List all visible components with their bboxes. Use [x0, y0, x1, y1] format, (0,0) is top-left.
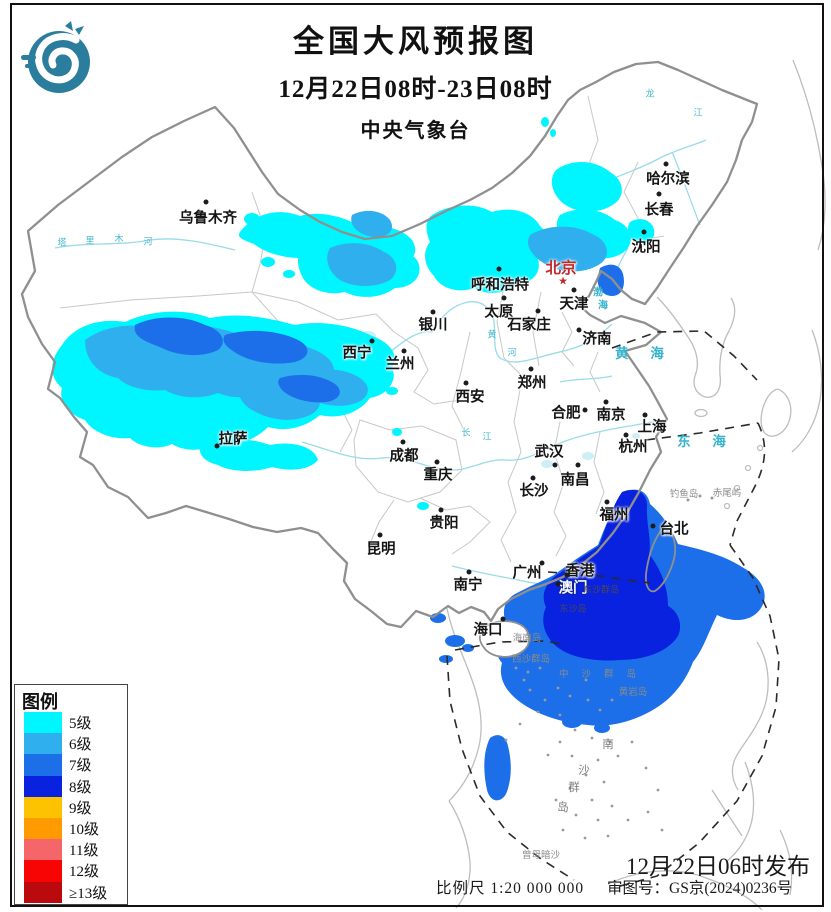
- hainan-island: [478, 620, 531, 658]
- legend-label-6: 6级: [69, 737, 92, 754]
- cma-logo-graphic: [21, 21, 90, 93]
- legend-label-11: 11级: [69, 843, 99, 860]
- legend-swatch-13: [24, 881, 62, 903]
- legend-item-5: 5级: [24, 712, 107, 734]
- map-approval-number: 审图号：GS京(2024)0236号: [607, 880, 793, 897]
- cma-logo: [18, 20, 98, 100]
- legend-box: 图例 5级 6级 7级 8级 9级 10级 11级 12级 ≥13级: [14, 684, 128, 905]
- forecast-period: 12月22日08时-23日08时: [278, 76, 553, 103]
- legend-label-7: 7级: [69, 758, 92, 775]
- legend-title: 图例: [22, 692, 58, 712]
- legend-swatch-11: [24, 839, 62, 861]
- rivers: [54, 139, 707, 586]
- legend-label-12: 12级: [69, 864, 100, 881]
- legend-item-12: 12级: [24, 860, 107, 882]
- legend-item-9: 9级: [24, 796, 107, 818]
- legend-item-10: 10级: [24, 817, 107, 840]
- agency-name: 中央气象台: [360, 120, 471, 142]
- legend-item-11: 11级: [24, 839, 107, 861]
- legend-label-10: 10级: [69, 822, 100, 839]
- page-title: 全国大风预报图: [293, 24, 538, 59]
- legend-swatch-10: [24, 817, 62, 840]
- legend-swatch-6: [24, 733, 62, 755]
- legend-swatch-9: [24, 796, 62, 818]
- maritime-dashed-boundaries: [446, 330, 780, 889]
- legend-label-8: 8级: [69, 779, 92, 796]
- legend-item-8: 8级: [24, 775, 107, 797]
- legend-rows: 5级 6级 7级 8级 9级 10级 11级 12级 ≥13级: [24, 712, 107, 903]
- legend-item-13: ≥13级: [24, 881, 108, 903]
- legend-swatch-7: [24, 754, 62, 776]
- legend-swatch-12: [24, 860, 62, 882]
- issue-time: 12月22日06时发布: [626, 854, 810, 879]
- legend-label-5: 5级: [69, 716, 92, 733]
- title-block: 全国大风预报图 12月22日08时-23日08时 中央气象台: [0, 0, 831, 143]
- legend-swatch-8: [24, 775, 62, 797]
- neighbor-coastlines: [446, 59, 826, 911]
- legend-label-9: 9级: [69, 800, 92, 817]
- south-sea-islets: [504, 494, 714, 840]
- taiwan-island: [644, 527, 677, 593]
- legend-item-7: 7级: [24, 754, 107, 776]
- legend-item-6: 6级: [24, 733, 107, 755]
- legend-label-13: ≥13级: [69, 885, 108, 902]
- map-scale: 比例尺 1:20 000 000: [436, 880, 585, 897]
- wind-area-level-8: [543, 489, 681, 661]
- china-national-border: [20, 60, 759, 629]
- legend-swatch-5: [24, 712, 62, 734]
